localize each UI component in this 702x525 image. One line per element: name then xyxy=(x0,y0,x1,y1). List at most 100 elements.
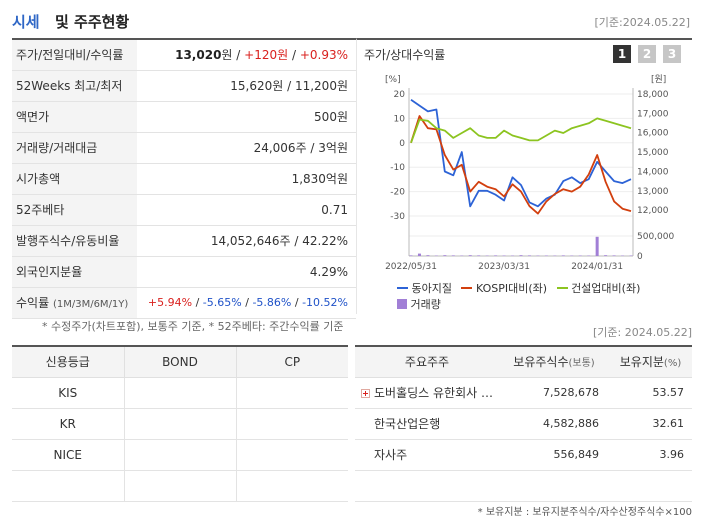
header-shares-label: 보유주식수 xyxy=(513,355,569,370)
separator: / xyxy=(195,296,200,309)
legend-item: 거래량 xyxy=(397,298,441,311)
right-tick-label: 12,000 xyxy=(637,206,669,216)
table-row: NICE xyxy=(12,439,348,471)
chart-page-1[interactable]: 1 xyxy=(613,45,631,63)
footnote-holdings: * 보유지분 : 보유지분주식수/자수산정주식수×100 xyxy=(477,507,692,518)
chart-legend: 동아지질 KOSPI대비(좌) 건설업대비(좌) 거래량 xyxy=(397,280,640,312)
row-label: 액면가 xyxy=(12,101,137,133)
section-header: 시세 및 주주현황 [기준:2024.05.22] xyxy=(12,10,692,34)
row-label: 52Weeks 최고/최저 xyxy=(12,70,137,102)
chart-page-2[interactable]: 2 xyxy=(638,45,656,63)
base-date: [기준:2024.05.22] xyxy=(594,16,690,29)
left-tick-label: -30 xyxy=(390,212,405,222)
holder-shares: 556,849 xyxy=(499,439,609,471)
price-info-table: 주가/전일대비/수익률 13,020원 / +120원 / +0.93% 52W… xyxy=(12,38,356,319)
row-label: 발행주식수/유동비율 xyxy=(12,225,137,257)
chart-page-3[interactable]: 3 xyxy=(663,45,681,63)
legend-line-icon xyxy=(556,287,568,289)
cp-grade xyxy=(235,439,348,471)
cp-grade xyxy=(235,377,348,409)
left-tick-label: 0 xyxy=(399,139,405,149)
header-ratio-label: 보유지분 xyxy=(619,355,664,370)
row-label: 주가/전일대비/수익률 xyxy=(12,39,137,71)
cp-grade xyxy=(235,470,348,502)
row-value: 24,006주 / 3억원 xyxy=(137,132,356,164)
holder-name xyxy=(355,470,499,502)
volume-bar xyxy=(527,255,531,256)
volume-bar xyxy=(519,255,523,256)
table-row: KR xyxy=(12,408,348,440)
return-1m: +5.94% xyxy=(147,296,193,309)
header-grade: 신용등급 xyxy=(12,346,124,378)
volume-bar xyxy=(443,255,447,256)
holder-name: 한국산업은행 xyxy=(355,408,499,440)
right-tick-label: 18,000 xyxy=(637,90,669,100)
row-label: 수익률 (1M/3M/6M/1Y) xyxy=(12,287,137,319)
major-holders-table: 주요주주 보유주식수(보통) 보유지분(%) 도버홀딩스 유한회사 … 7,52… xyxy=(355,345,692,502)
bond-grade xyxy=(123,408,236,440)
table-row xyxy=(12,470,348,502)
volume-bar xyxy=(494,255,498,256)
left-axis-unit: [%] xyxy=(385,75,401,85)
left-tick-label: -10 xyxy=(390,163,405,173)
row-label: 시가총액 xyxy=(12,163,137,195)
separator: / xyxy=(288,48,300,63)
right-axis-unit: [원] xyxy=(651,74,666,85)
table-row: 발행주식수/유동비율 14,052,646주 / 42.22% xyxy=(12,225,356,257)
return-values: +5.94% / -5.65% / -5.86% / -10.52% xyxy=(137,287,356,319)
legend-label: 건설업대비(좌) xyxy=(571,282,641,295)
holder-shares: 7,528,678 xyxy=(499,377,609,409)
separator: / xyxy=(294,296,299,309)
price-chart: [%] [원] 20 10 0 -10 -20 -30 18,000 17,000 16,000… xyxy=(385,74,674,272)
left-tick-label: 10 xyxy=(394,114,406,124)
current-price: 13,020 xyxy=(175,48,222,63)
agency-name: KR xyxy=(12,408,124,440)
left-tick-label: -20 xyxy=(390,188,405,198)
agency-name xyxy=(12,470,124,502)
row-value: 15,620원 / 11,200원 xyxy=(137,70,356,102)
return-6m: -5.86% xyxy=(252,296,292,309)
table-row: 자사주 556,849 3.96 xyxy=(355,439,692,471)
agency-name: KIS xyxy=(12,377,124,409)
table-header-row: 주요주주 보유주식수(보통) 보유지분(%) xyxy=(355,346,692,378)
right-tick-label: 14,000 xyxy=(637,167,669,177)
holder-name-text: 도버홀딩스 유한회사 … xyxy=(374,386,493,400)
row-label: 거래량/거래대금 xyxy=(12,132,137,164)
table-header-row: 신용등급 BOND CP xyxy=(12,346,348,378)
return-periods: (1M/3M/6M/1Y) xyxy=(52,299,129,310)
agency-name: NICE xyxy=(12,439,124,471)
holder-ratio: 32.61 xyxy=(609,408,692,440)
right-tick-label: 17,000 xyxy=(637,109,669,119)
legend-line-icon xyxy=(397,287,408,289)
table-row: KIS xyxy=(12,377,348,409)
volume-bar xyxy=(468,255,472,256)
header-holder: 주요주주 xyxy=(355,346,499,378)
bond-grade xyxy=(123,377,236,409)
volume-bar xyxy=(409,255,413,256)
right-tick-label: 13,000 xyxy=(637,187,669,197)
table-row: 한국산업은행 4,582,886 32.61 xyxy=(355,408,692,440)
return-label: 수익률 xyxy=(16,296,50,310)
expand-plus-icon[interactable] xyxy=(361,389,370,398)
row-value: 1,830억원 xyxy=(137,163,356,195)
volume-bar xyxy=(561,255,565,256)
table-row: 52주베타 0.71 xyxy=(12,194,356,226)
x-tick-label: 2023/03/31 xyxy=(478,262,530,272)
legend-line-icon xyxy=(461,287,473,289)
row-value: 14,052,646주 / 42.22% xyxy=(137,225,356,257)
volume-bar xyxy=(612,255,616,256)
row-label: 52주베타 xyxy=(12,194,137,226)
holder-shares xyxy=(499,470,609,502)
x-tick-label: 2022/05/31 xyxy=(385,262,437,272)
right-tick-label: 16,000 xyxy=(637,129,669,139)
table-row: 액면가 500원 xyxy=(12,101,356,133)
section-title-a: 시세 xyxy=(12,13,40,31)
chart-title: 주가/상대수익률 xyxy=(364,48,446,62)
separator: / xyxy=(245,296,249,309)
holder-ratio: 53.57 xyxy=(609,377,692,409)
volume-bar xyxy=(477,255,481,256)
chart-panel: 주가/상대수익률 1 2 3 [%] [원] 20 10 0 -10 -20 -30 18,… xyxy=(356,38,692,314)
price-rate: +0.93% xyxy=(299,48,348,63)
series-line xyxy=(410,115,632,215)
legend-item: 건설업대비(좌) xyxy=(556,282,641,295)
